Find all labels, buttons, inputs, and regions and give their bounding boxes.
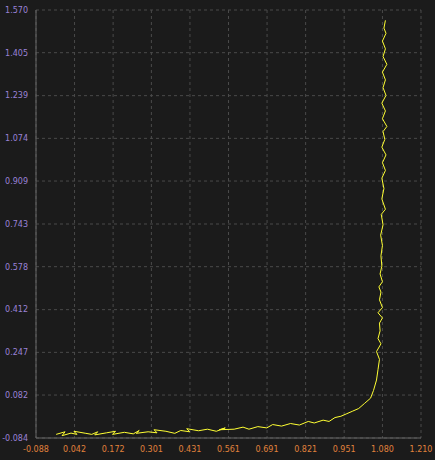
svg-text:0.247: 0.247 — [8, 348, 28, 357]
svg-text:1.080: 1.080 — [371, 445, 394, 454]
svg-text:1.570: 1.570 — [8, 6, 28, 15]
svg-text:-0.084: -0.084 — [8, 434, 28, 443]
svg-text:1.074: 1.074 — [8, 134, 28, 143]
svg-text:0.578: 0.578 — [8, 263, 28, 272]
svg-text:0.082: 0.082 — [8, 391, 28, 400]
svg-text:0.412: 0.412 — [8, 305, 28, 314]
svg-text:0.172: 0.172 — [102, 445, 125, 454]
svg-text:1.210: 1.210 — [410, 445, 427, 454]
svg-text:0.431: 0.431 — [178, 445, 201, 454]
svg-text:-0.088: -0.088 — [23, 445, 49, 454]
svg-text:1.239: 1.239 — [8, 91, 28, 100]
svg-text:0.301: 0.301 — [140, 445, 163, 454]
svg-text:0.042: 0.042 — [63, 445, 86, 454]
svg-text:0.691: 0.691 — [256, 445, 279, 454]
svg-text:0.909: 0.909 — [8, 177, 28, 186]
svg-text:0.951: 0.951 — [333, 445, 356, 454]
svg-text:0.743: 0.743 — [8, 220, 28, 229]
svg-text:0.561: 0.561 — [217, 445, 240, 454]
svg-text:1.405: 1.405 — [8, 49, 28, 58]
svg-text:0.821: 0.821 — [294, 445, 317, 454]
